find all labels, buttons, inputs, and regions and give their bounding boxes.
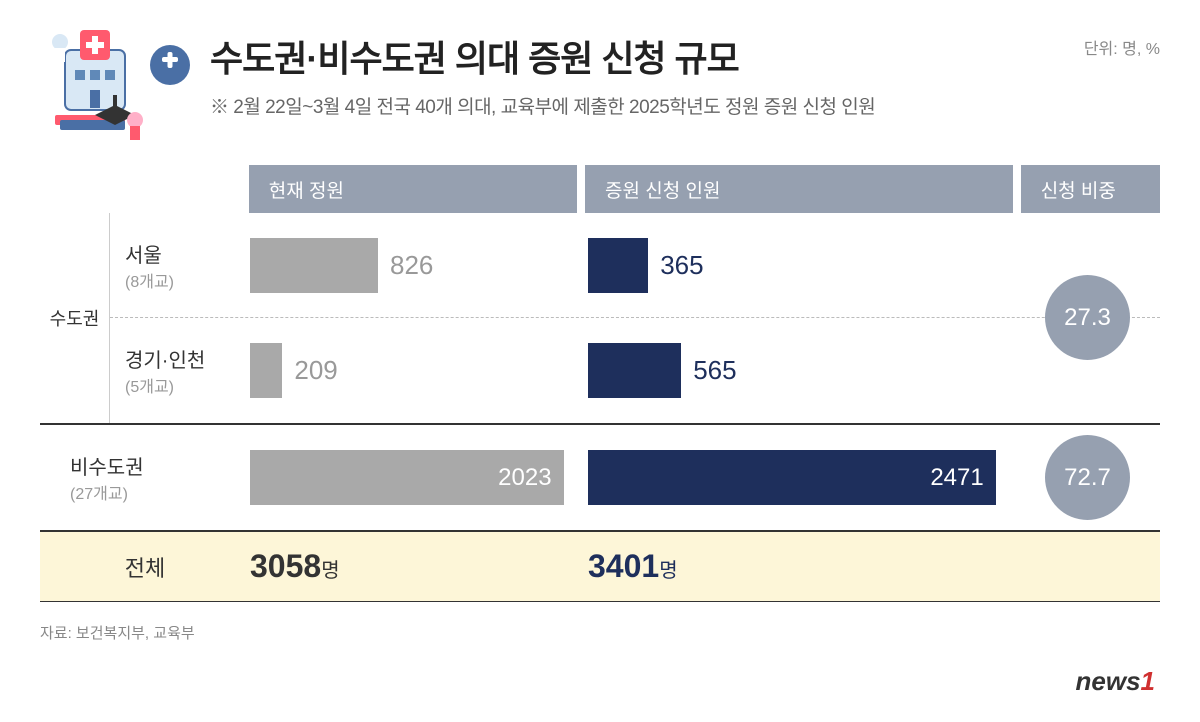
value-gyeonggi-current: 209 — [294, 355, 337, 386]
col-header-current: 현재 정원 — [249, 165, 577, 213]
value-gyeonggi-requested: 565 — [693, 355, 736, 386]
bar-seoul-requested — [588, 238, 648, 293]
seoul-count: (8개교) — [125, 268, 250, 292]
col-header-requested: 증원 신청 인원 — [585, 165, 1013, 213]
row-gyeonggi: 경기·인천 (5개교) 209 565 — [110, 318, 1160, 423]
row-seoul: 서울 (8개교) 826 365 — [110, 213, 1160, 318]
group-label-metro: 수도권 — [40, 213, 110, 423]
value-seoul-current: 826 — [390, 250, 433, 281]
seoul-name: 서울 — [125, 239, 250, 268]
chart-container: 현재 정원 증원 신청 인원 신청 비중 수도권 서울 (8개교) 826 — [40, 165, 1160, 602]
total-current: 3058명 — [250, 548, 340, 584]
nonmetro-name: 비수도권 — [70, 451, 250, 480]
gyeonggi-name: 경기·인천 — [125, 344, 250, 373]
total-requested: 3401명 — [588, 548, 678, 584]
total-label: 전체 — [40, 551, 250, 583]
nonmetro-count: (27개교) — [70, 480, 250, 504]
row-nonmetro: 비수도권 (27개교) 2023 2471 72.7 — [40, 425, 1160, 530]
ratio-nonmetro: 72.7 — [1045, 435, 1130, 520]
col-header-ratio: 신청 비중 — [1021, 165, 1160, 213]
value-seoul-requested: 365 — [660, 250, 703, 281]
page-title: 수도권·비수도권 의대 증원 신청 규모 — [210, 30, 1160, 82]
bar-nonmetro-requested: 2471 — [588, 450, 996, 505]
ratio-metro: 27.3 — [1045, 275, 1130, 360]
bar-gyeonggi-current — [250, 343, 282, 398]
subtitle: ※ 2월 22일~3월 4일 전국 40개 의대, 교육부에 제출한 2025학… — [210, 92, 1160, 119]
bar-seoul-current — [250, 238, 378, 293]
gyeonggi-count: (5개교) — [125, 373, 250, 397]
hospital-icon — [40, 20, 210, 150]
unit-label: 단위: 명, % — [1084, 35, 1160, 59]
news1-logo: news1 — [1076, 666, 1156, 697]
source-text: 자료: 보건복지부, 교육부 — [40, 622, 1160, 643]
total-row: 전체 3058명 3401명 — [40, 532, 1160, 602]
bar-gyeonggi-requested — [588, 343, 681, 398]
bar-nonmetro-current: 2023 — [250, 450, 564, 505]
